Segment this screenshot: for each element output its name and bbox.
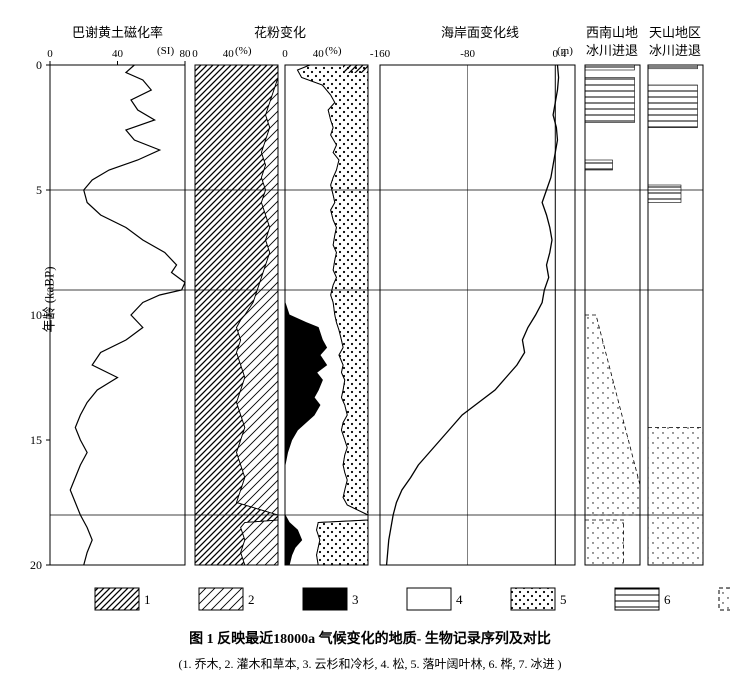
svg-text:1: 1	[144, 592, 151, 607]
title-pollen: 花粉变化	[215, 22, 345, 41]
unit-pct2: (%)	[325, 45, 342, 57]
svg-text:3: 3	[352, 592, 359, 607]
y-axis-label: 年龄 (kaBP)	[39, 266, 58, 332]
svg-text:4: 4	[456, 592, 463, 607]
unit-si: (SI)	[157, 45, 174, 57]
svg-text:5: 5	[560, 592, 567, 607]
svg-text:-160: -160	[370, 48, 391, 60]
title-g1: 西南山地	[582, 22, 642, 41]
svg-text:0: 0	[192, 48, 198, 60]
title-g2: 天山地区	[645, 22, 705, 41]
svg-text:80: 80	[180, 48, 192, 60]
caption2: (1. 乔木, 2. 灌木和草本, 3. 云杉和冷杉, 4. 松, 5. 落叶阔…	[10, 655, 730, 672]
title-sea: 海岸面变化线	[420, 22, 540, 41]
svg-text:5: 5	[36, 183, 42, 197]
svg-text:-80: -80	[460, 48, 475, 60]
svg-text:2: 2	[248, 592, 255, 607]
title-magnetic: 巴谢黄土磁化率	[50, 22, 185, 41]
caption1: 图 1 反映最近18000a 气候变化的地质- 生物记录序列及对比	[10, 628, 730, 648]
svg-text:20: 20	[30, 558, 42, 572]
svg-text:40: 40	[313, 48, 325, 60]
svg-text:0: 0	[36, 58, 42, 72]
unit-m: (m)	[557, 45, 573, 57]
svg-text:6: 6	[664, 592, 671, 607]
svg-text:40: 40	[112, 48, 124, 60]
sub-g2: 冰川进退	[645, 40, 705, 59]
svg-text:40: 40	[223, 48, 235, 60]
svg-text:0: 0	[282, 48, 288, 60]
unit-pct1: (%)	[235, 45, 252, 57]
svg-text:15: 15	[30, 433, 42, 447]
sub-g1: 冰川进退	[582, 40, 642, 59]
svg-text:0: 0	[47, 48, 53, 60]
